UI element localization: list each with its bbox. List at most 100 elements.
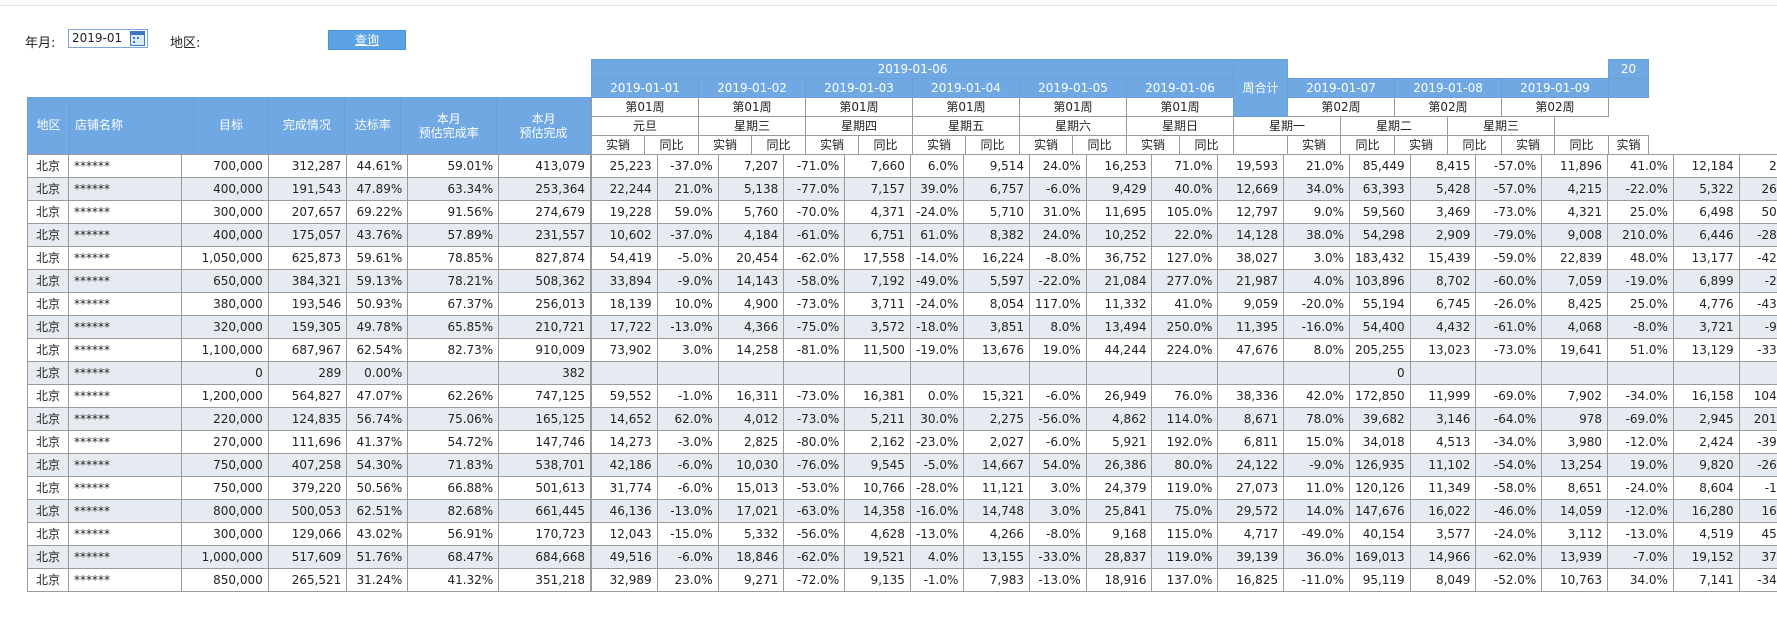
cell-day-sales: 5,211 <box>844 407 911 431</box>
table-row[interactable]: 0 <box>591 361 1777 385</box>
date-header[interactable]: 2019-01-08 <box>1394 78 1502 98</box>
date-header[interactable]: 2019-01-02 <box>698 78 806 98</box>
header-region[interactable]: 地区 <box>27 96 70 154</box>
header-target[interactable]: 目标 <box>192 96 270 154</box>
cell-day-yoy: -58.0% <box>783 269 846 293</box>
table-row[interactable]: 32,989 23.0% 9,271 -72.0% 9,135 -1.0% 7,983 -13… <box>591 568 1777 592</box>
table-row[interactable]: 54,419 -5.0% 20,454 -62.0% 17,558 -14.0% 16,22… <box>591 246 1777 270</box>
table-row[interactable]: 14,273 -3.0% 2,825 -80.0% 2,162 -23.0% 2,027 -6… <box>591 430 1777 454</box>
cell-day-sales: 16,158 <box>1672 384 1740 408</box>
table-row[interactable]: 北京 ****** 400,000 191,543 47.89% 63.34% 253,36… <box>27 177 591 201</box>
table-row[interactable]: 北京 ****** 300,000 207,657 69.22% 91.56% 274,67… <box>27 200 591 224</box>
table-row[interactable]: 北京 ****** 750,000 407,258 54.30% 71.83% 538,70… <box>27 453 591 477</box>
table-row[interactable]: 北京 ****** 1,050,000 625,873 59.61% 78.85% 827,… <box>27 246 591 270</box>
date-header[interactable]: 2019-01-05 <box>1019 78 1127 98</box>
cell-est-rate: 82.73% <box>407 338 500 362</box>
date-header[interactable]: 2019-01-06 <box>1126 78 1234 98</box>
cell-est: 351,218 <box>498 568 591 592</box>
table-row[interactable]: 46,136 -13.0% 17,021 -63.0% 14,358 -16.0% 14,7… <box>591 499 1777 523</box>
table-row[interactable]: 49,516 -6.0% 18,846 -62.0% 19,521 4.0% 13,155-… <box>591 545 1777 569</box>
cell-day-sales: 21,987 <box>1217 269 1285 293</box>
cell-day-yoy: -13.0% <box>656 499 719 523</box>
table-row[interactable]: 19,228 59.0% 5,760 -70.0% 4,371 -24.0% 5,710 31… <box>591 200 1777 224</box>
cell-day-sales: 3,721 <box>1672 315 1740 339</box>
cell-day-sales: 5,760 <box>717 200 785 224</box>
table-row[interactable]: 北京 ****** 1,100,000 687,967 62.54% 82.73% 910,… <box>27 338 591 362</box>
table-row[interactable]: 31,774 -6.0% 15,013 -53.0% 10,766 -28.0% 11,12… <box>591 476 1777 500</box>
table-row[interactable]: 北京 ****** 750,000 379,220 50.56% 66.88% 501,61… <box>27 476 591 500</box>
table-row[interactable]: 北京 ****** 320,000 159,305 49.78% 65.85% 210,72… <box>27 315 591 339</box>
cell-day-sales: 14,667 <box>963 453 1031 477</box>
header-rate[interactable]: 达标率 <box>344 96 402 154</box>
cell-day-sales: 38,027 <box>1217 246 1285 270</box>
cell-done: 129,066 <box>267 522 348 546</box>
cell-day-yoy: 14.0% <box>1283 499 1351 523</box>
table-row[interactable]: 42,186 -6.0% 10,030 -76.0% 9,545 -5.0% 14,667 5… <box>591 453 1777 477</box>
table-row[interactable]: 18,139 10.0% 4,900 -73.0% 3,711 -24.0% 8,054 11… <box>591 292 1777 316</box>
cell-day-yoy: 61.0% <box>909 223 965 247</box>
cell-store-name: ****** <box>67 269 182 293</box>
sub-header-yoy: 同比 <box>1554 135 1609 154</box>
table-row[interactable]: 北京 ****** 220,000 124,835 56.74% 75.06% 165,12… <box>27 407 591 431</box>
header-store-name[interactable]: 店铺名称 <box>68 96 194 154</box>
query-button[interactable]: 查询 <box>328 30 406 50</box>
header-est[interactable]: 本月 预估完成 <box>496 96 591 154</box>
cell-day-sales: 3,146 <box>1409 407 1477 431</box>
cell-day-yoy: -54.0% <box>1475 453 1543 477</box>
table-row[interactable]: 北京 ****** 400,000 175,057 43.76% 57.89% 231,55… <box>27 223 591 247</box>
cell-day-yoy: 22.0% <box>1151 223 1219 247</box>
table-row[interactable]: 73,902 3.0% 14,258 -81.0% 11,500 -19.0% 13,676… <box>591 338 1777 362</box>
week-span-header[interactable]: 2019-01-06 <box>591 59 1234 79</box>
cell-est: 508,362 <box>498 269 591 293</box>
date-header[interactable]: 2019-01-03 <box>805 78 913 98</box>
calendar-icon[interactable] <box>130 31 145 46</box>
date-header[interactable]: 2019-01-07 <box>1287 78 1395 98</box>
table-row[interactable]: 北京 ****** 1,200,000 564,827 47.07% 62.26% 747,… <box>27 384 591 408</box>
table-row[interactable]: 59,552 -1.0% 16,311 -73.0% 16,381 0.0% 15,321-… <box>591 384 1777 408</box>
table-row[interactable]: 北京 ****** 300,000 129,066 43.02% 56.91% 170,72… <box>27 522 591 546</box>
table-row[interactable]: 北京 ****** 270,000 111,696 41.37% 54.72% 147,74… <box>27 430 591 454</box>
table-row[interactable]: 北京 ****** 850,000 265,521 31.24% 41.32% 351,21… <box>27 568 591 592</box>
month-input[interactable]: 2019-01 <box>68 29 148 48</box>
week-number-header: 第02周 <box>1394 97 1502 117</box>
table-row[interactable]: 北京 ****** 700,000 312,287 44.61% 59.01% 413,07… <box>27 154 591 178</box>
date-header-partial[interactable] <box>1608 78 1649 98</box>
week-span-header-next[interactable]: 20 <box>1608 59 1649 79</box>
table-row[interactable]: 17,722 -13.0% 4,366 -75.0% 3,572 -18.0% 3,851 8… <box>591 315 1777 339</box>
table-row[interactable]: 北京 ****** 380,000 193,546 50.93% 67.37% 256,01… <box>27 292 591 316</box>
cell-day-yoy: -28.0% <box>909 476 965 500</box>
date-header[interactable]: 2019-01-09 <box>1501 78 1609 98</box>
cell-day-yoy: -9.0% <box>656 269 719 293</box>
cell-day-yoy: -60.0% <box>1475 269 1543 293</box>
cell-store-name: ****** <box>67 292 182 316</box>
cell-day-yoy: 30.0% <box>909 407 965 431</box>
cell-day-sales: 14,358 <box>844 499 911 523</box>
table-row[interactable]: 北京 ****** 0 289 0.00% 382 <box>27 361 591 385</box>
cell-day-sales: 19,228 <box>591 200 658 224</box>
table-row[interactable]: 25,223 -37.0% 7,207 -71.0% 7,660 6.0% 9,514 24.… <box>591 154 1777 178</box>
table-row[interactable]: 22,244 21.0% 5,138 -77.0% 7,157 39.0% 6,757 -6.… <box>591 177 1777 201</box>
cell-week-total: 54,400 <box>1349 315 1411 339</box>
header-done[interactable]: 完成情况 <box>268 96 346 154</box>
table-row[interactable]: 14,652 62.0% 4,012 -73.0% 5,211 30.0% 2,275 -56… <box>591 407 1777 431</box>
table-row[interactable]: 10,602 -37.0% 4,184 -61.0% 6,751 61.0% 8,382 24… <box>591 223 1777 247</box>
cell-est-rate: 41.32% <box>407 568 500 592</box>
table-row[interactable]: 北京 ****** 800,000 500,053 62.51% 82.68% 661,44… <box>27 499 591 523</box>
table-row[interactable]: 12,043 -15.0% 5,332 -56.0% 4,628 -13.0% 4,266-… <box>591 522 1777 546</box>
table-row[interactable]: 北京 ****** 1,000,000 517,609 51.76% 68.47% 684,… <box>27 545 591 569</box>
cell-day-sales: 16,280 <box>1672 499 1740 523</box>
table-row[interactable]: 北京 ****** 650,000 384,321 59.13% 78.21% 508,36… <box>27 269 591 293</box>
cell-day-yoy: -34.0% <box>1475 430 1543 454</box>
week-total-header[interactable]: 周合计 <box>1233 59 1288 117</box>
cell-day-sales: 17,021 <box>717 499 785 523</box>
date-header[interactable]: 2019-01-01 <box>591 78 699 98</box>
cell-week-total: 54,298 <box>1349 223 1411 247</box>
cell-target: 0 <box>180 361 269 385</box>
header-est-rate[interactable]: 本月 预估完成率 <box>400 96 498 154</box>
sub-header-yoy: 同比 <box>858 135 913 154</box>
table-row[interactable]: 33,894 -9.0% 14,143 -58.0% 7,192 -49.0% 5,597-… <box>591 269 1777 293</box>
cell-day-sales: 5,597 <box>963 269 1031 293</box>
date-header[interactable]: 2019-01-04 <box>912 78 1020 98</box>
cell-week-total: 169,013 <box>1349 545 1411 569</box>
cell-day-sales <box>1217 361 1285 385</box>
